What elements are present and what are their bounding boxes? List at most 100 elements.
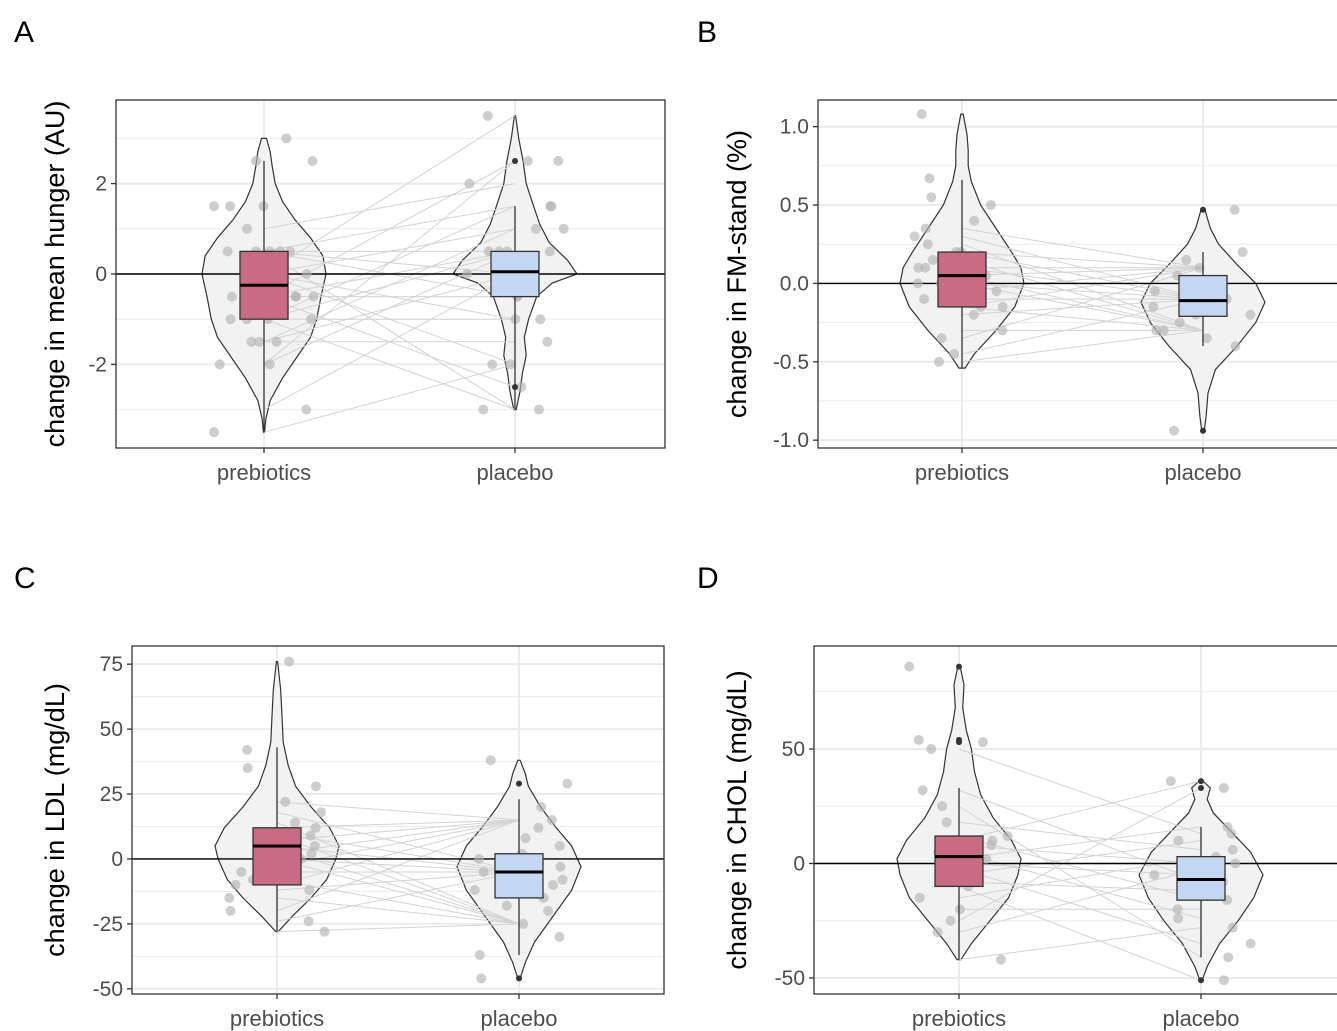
- x-tick-label: prebiotics: [915, 460, 1009, 485]
- outlier-point: [512, 158, 518, 165]
- data-point: [236, 866, 247, 877]
- data-point: [306, 848, 317, 859]
- pair-line: [958, 885, 1202, 981]
- plot-background: [132, 646, 664, 994]
- data-point: [209, 427, 219, 438]
- data-point: [469, 885, 480, 896]
- y-tick-label: -50: [775, 967, 805, 990]
- data-point: [1223, 952, 1234, 963]
- data-point: [310, 822, 321, 833]
- box-prebiotics: [937, 251, 987, 308]
- data-point: [920, 223, 931, 234]
- data-point: [557, 874, 568, 885]
- data-point: [1237, 247, 1248, 258]
- data-point: [913, 734, 924, 745]
- data-point: [912, 278, 923, 289]
- data-point: [307, 156, 318, 167]
- pair-line: [961, 251, 1204, 269]
- data-point: [225, 201, 236, 212]
- data-point: [919, 294, 930, 305]
- data-point: [280, 796, 291, 807]
- data-point: [478, 866, 489, 877]
- panel-letter: A: [14, 16, 34, 49]
- pair-line: [263, 250, 516, 320]
- y-tick-label: 0: [95, 263, 107, 286]
- data-point: [304, 885, 315, 896]
- outlier-point: [1198, 784, 1204, 791]
- y-tick-label: -50: [93, 978, 123, 1001]
- data-point: [904, 661, 915, 672]
- data-point: [924, 173, 935, 184]
- data-point: [941, 817, 952, 828]
- panel-letter: C: [14, 562, 36, 595]
- y-tick-label: 1.0: [780, 116, 809, 139]
- data-point: [310, 781, 321, 792]
- panel-c: C 75 50 25 0 -25 -50 prebiotics placebo change in…: [14, 562, 665, 1031]
- data-point: [954, 904, 965, 915]
- data-point: [474, 950, 485, 961]
- data-point: [226, 291, 237, 302]
- data-point: [478, 404, 489, 415]
- pair-line: [958, 844, 1202, 864]
- x-tick-label: placebo: [480, 1006, 557, 1031]
- data-point: [1149, 869, 1160, 880]
- data-point: [254, 336, 265, 347]
- pair-line: [276, 801, 520, 821]
- data-point: [1173, 913, 1184, 924]
- data-point: [545, 201, 556, 212]
- pair-line: [961, 228, 1204, 269]
- y-tick-label: -0.5: [773, 351, 809, 374]
- data-point: [932, 927, 943, 938]
- pair-line: [958, 826, 1202, 860]
- data-point: [547, 879, 558, 890]
- data-point: [914, 892, 925, 903]
- data-point: [997, 325, 1008, 336]
- data-point: [530, 223, 541, 234]
- y-tick-label: -2: [88, 353, 107, 376]
- pair-line: [958, 867, 1202, 945]
- data-point: [987, 835, 998, 846]
- y-axis-title: change in mean hunger (AU): [40, 101, 70, 448]
- data-point: [909, 231, 920, 242]
- data-point: [916, 109, 927, 120]
- data-point: [1229, 204, 1240, 215]
- data-point: [927, 254, 938, 265]
- data-point: [554, 931, 565, 942]
- y-tick-label: 25: [100, 783, 123, 806]
- pair-line: [961, 267, 1204, 292]
- data-point: [936, 333, 947, 344]
- data-point: [542, 336, 553, 347]
- data-point: [558, 223, 569, 234]
- data-point: [985, 200, 996, 211]
- pair-line: [958, 789, 1202, 883]
- data-point: [501, 900, 512, 911]
- data-point: [319, 926, 330, 937]
- data-point: [281, 133, 292, 144]
- pair-line: [263, 183, 516, 230]
- data-point: [933, 356, 944, 367]
- pair-line: [263, 363, 516, 433]
- data-point: [485, 755, 496, 766]
- data-point: [246, 336, 257, 347]
- pair-line: [961, 275, 1204, 331]
- plot-background: [814, 646, 1337, 994]
- data-point: [1148, 301, 1159, 312]
- data-point: [1172, 904, 1183, 915]
- data-point: [922, 239, 933, 250]
- plot-border: [131, 645, 665, 995]
- data-point: [1194, 262, 1205, 273]
- data-point: [968, 309, 979, 320]
- box-placebo: [1178, 274, 1228, 317]
- data-point: [284, 656, 295, 667]
- y-tick-label: 0: [111, 848, 123, 871]
- box-placebo: [494, 853, 544, 899]
- data-point: [242, 744, 253, 755]
- pair-line: [276, 848, 520, 925]
- y-axis-title: change in CHOL (mg/dL): [722, 670, 752, 969]
- data-point: [1218, 975, 1229, 986]
- y-tick-label: 0: [793, 853, 805, 876]
- data-point: [1174, 317, 1185, 328]
- data-point: [482, 110, 493, 121]
- data-point: [487, 359, 498, 370]
